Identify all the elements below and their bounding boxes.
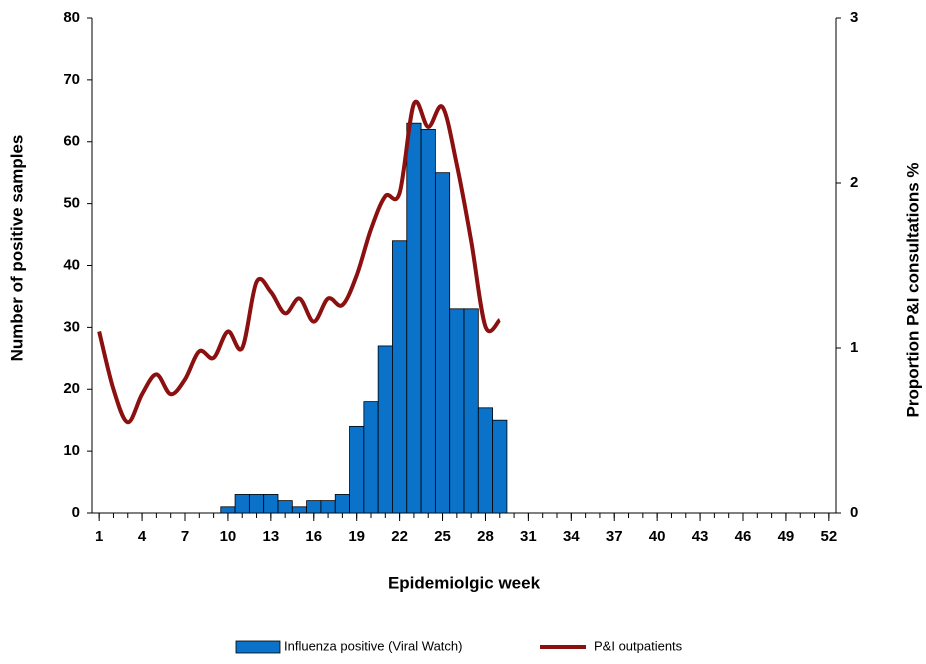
x-tick-label: 10 bbox=[220, 528, 237, 545]
x-axis-title: Epidemiolgic week bbox=[388, 573, 541, 592]
y2-tick-label: 3 bbox=[850, 9, 858, 26]
y2-tick-label: 1 bbox=[850, 339, 858, 356]
bar bbox=[306, 500, 322, 514]
y-tick-label: 20 bbox=[63, 380, 80, 397]
x-tick-label: 19 bbox=[348, 528, 365, 545]
x-tick-label: 16 bbox=[305, 528, 322, 545]
bar bbox=[463, 308, 479, 514]
y2-axis-title: Proportion P&I consultations % bbox=[903, 162, 922, 417]
x-tick-label: 13 bbox=[263, 528, 280, 545]
bar bbox=[291, 506, 308, 514]
legend-label: P&I outpatients bbox=[594, 638, 683, 653]
line bbox=[97, 99, 502, 425]
y-axis-title: Number of positive samples bbox=[7, 135, 26, 362]
bar bbox=[363, 401, 379, 514]
bar bbox=[377, 345, 393, 514]
x-tick-label: 40 bbox=[649, 528, 666, 545]
bar bbox=[248, 494, 265, 514]
y-tick-label: 70 bbox=[63, 71, 80, 88]
x-tick-label: 43 bbox=[692, 528, 709, 545]
bar bbox=[263, 494, 279, 514]
bar bbox=[492, 419, 508, 514]
y-tick-label: 60 bbox=[63, 133, 80, 150]
y-tick-label: 30 bbox=[63, 318, 80, 335]
legend-label: Influenza positive (Viral Watch) bbox=[284, 638, 462, 653]
bar bbox=[434, 172, 451, 514]
bar bbox=[277, 500, 293, 514]
x-tick-label: 34 bbox=[563, 528, 580, 545]
x-tick-label: 25 bbox=[434, 528, 451, 545]
x-tick-label: 22 bbox=[391, 528, 408, 545]
x-tick-label: 28 bbox=[477, 528, 494, 545]
y-tick-label: 80 bbox=[63, 9, 80, 26]
bar bbox=[406, 122, 422, 514]
bar bbox=[334, 494, 350, 514]
bar bbox=[349, 425, 365, 514]
x-tick-label: 31 bbox=[520, 528, 537, 545]
y-tick-label: 0 bbox=[72, 504, 80, 521]
y2-tick-label: 2 bbox=[850, 174, 858, 191]
x-tick-label: 52 bbox=[821, 528, 838, 545]
y-tick-label: 10 bbox=[63, 442, 80, 459]
x-tick-label: 49 bbox=[778, 528, 795, 545]
legend-swatch bbox=[235, 640, 281, 654]
y2-tick-label: 0 bbox=[850, 504, 858, 521]
bar bbox=[234, 494, 250, 514]
bar bbox=[477, 407, 494, 514]
bar bbox=[449, 308, 465, 514]
y-tick-label: 50 bbox=[63, 195, 80, 212]
x-tick-label: 37 bbox=[606, 528, 623, 545]
bar bbox=[220, 506, 236, 514]
x-tick-label: 1 bbox=[95, 528, 103, 545]
x-tick-label: 4 bbox=[138, 528, 147, 545]
y-tick-label: 40 bbox=[63, 256, 80, 273]
bar bbox=[320, 500, 336, 514]
x-tick-label: 7 bbox=[181, 528, 189, 545]
bar bbox=[392, 240, 408, 514]
bar bbox=[420, 128, 436, 514]
x-tick-label: 46 bbox=[735, 528, 752, 545]
